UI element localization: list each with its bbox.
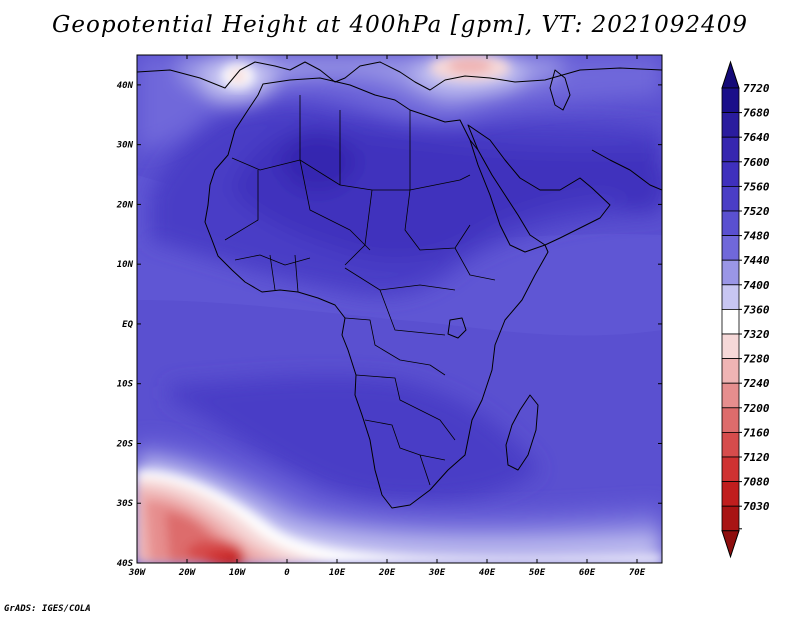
colorbar-label: 7320 [743,328,770,341]
map-axes: 30W 20W 10W 0 10E 20E 30E 40E 50E 60E 70E 40N 30N 20N… [116,55,662,578]
lat-tick-label: 30N [116,141,134,151]
lon-tick-label: 70E [629,568,646,578]
caspian-coastline [549,69,571,111]
lon-tick-label: 10W [229,568,247,578]
field-trough-north-core [222,55,510,88]
colorbar-swatch [721,505,740,532]
lat-tick-label: EQ [122,320,133,330]
lon-tick-label: 40E [479,568,496,578]
europe-coastline [137,61,662,91]
colorbar-swatch [721,308,740,335]
colorbar-swatch [721,382,740,409]
colorbar-label: 7720 [743,82,770,95]
colorbar-label: 7480 [743,230,770,243]
colorbar-label: 7680 [743,107,770,120]
colorbar-label: 7600 [743,156,770,169]
lon-tick-label: 20W [178,568,197,578]
red-sea-line [469,139,479,151]
colorbar-swatch [721,136,740,163]
asia-coastline [591,149,662,191]
lat-tick-label: 10N [117,260,134,270]
colorbar-swatch [721,284,740,310]
colorbar-label: 7640 [743,131,770,144]
lon-tick-label: 50E [529,568,546,578]
lake-victoria [447,317,467,339]
colorbar-label: 7560 [743,180,770,193]
grads-credit: GrADS: IGES/COLA [4,604,91,614]
field-trough-south-core [137,470,662,563]
coastlines [137,61,662,509]
colorbar-swatch [721,112,740,138]
colorbar-swatch [721,407,740,433]
lon-tick-label: 60E [579,568,596,578]
lat-tick-label: 10S [117,380,134,390]
colorbar-swatch [721,210,740,237]
colorbar-top-arrow [721,60,740,89]
lat-tick-label: 40S [117,559,134,569]
colorbar-swatch [721,333,740,360]
colorbar-label: 7400 [743,279,770,292]
colorbar-label: 7160 [743,426,770,439]
colorbar-label: 7280 [743,353,770,366]
colorbar-swatch [721,358,740,384]
colorbar-swatch [721,259,740,286]
colorbar-swatch [721,456,740,483]
colorbar-label: 7030 [743,500,770,513]
colorbar-label: 7080 [743,476,770,489]
colorbar-label: 7120 [743,451,770,464]
colorbar-bottom-arrow [721,530,740,559]
lat-tick-label: 20S [116,439,134,449]
colorbar-swatch [721,87,740,114]
lon-tick-label: 0 [284,568,290,578]
plot-frame [136,54,663,564]
arabia-coastline [467,124,611,246]
lon-tick-label: 30E [428,568,446,578]
lon-tick-label: 10E [329,568,346,578]
colorbar-label: 7440 [743,254,770,267]
lon-tick-label: 30W [128,568,147,578]
colorbar-label: 7240 [743,377,770,390]
colorbar-label: 7200 [743,402,770,415]
colorbar-swatch [721,161,740,187]
colorbar-swatch [721,481,740,507]
colorbar-swatch [721,185,740,212]
field-ridge-sahara [150,104,662,296]
country-borders [224,95,496,486]
height-field [137,55,662,563]
colorbar-label: 7360 [743,303,770,316]
lat-tick-label: 30S [116,499,134,509]
lat-tick-label: 20N [116,200,134,210]
africa-coastline [204,77,549,509]
colorbar-swatch [721,235,740,261]
lat-tick-label: 40N [117,81,134,91]
colorbar-label: 7520 [743,205,770,218]
colorbar: 7720 7680 7640 7600 7560 7520 7480 7440 7400 7360… [721,60,770,559]
map-title: Geopotential Height at 400hPa [gpm], VT:… [52,12,748,38]
madagascar-coastline [505,394,539,471]
colorbar-swatch [721,431,740,458]
lon-tick-label: 20E [378,568,396,578]
